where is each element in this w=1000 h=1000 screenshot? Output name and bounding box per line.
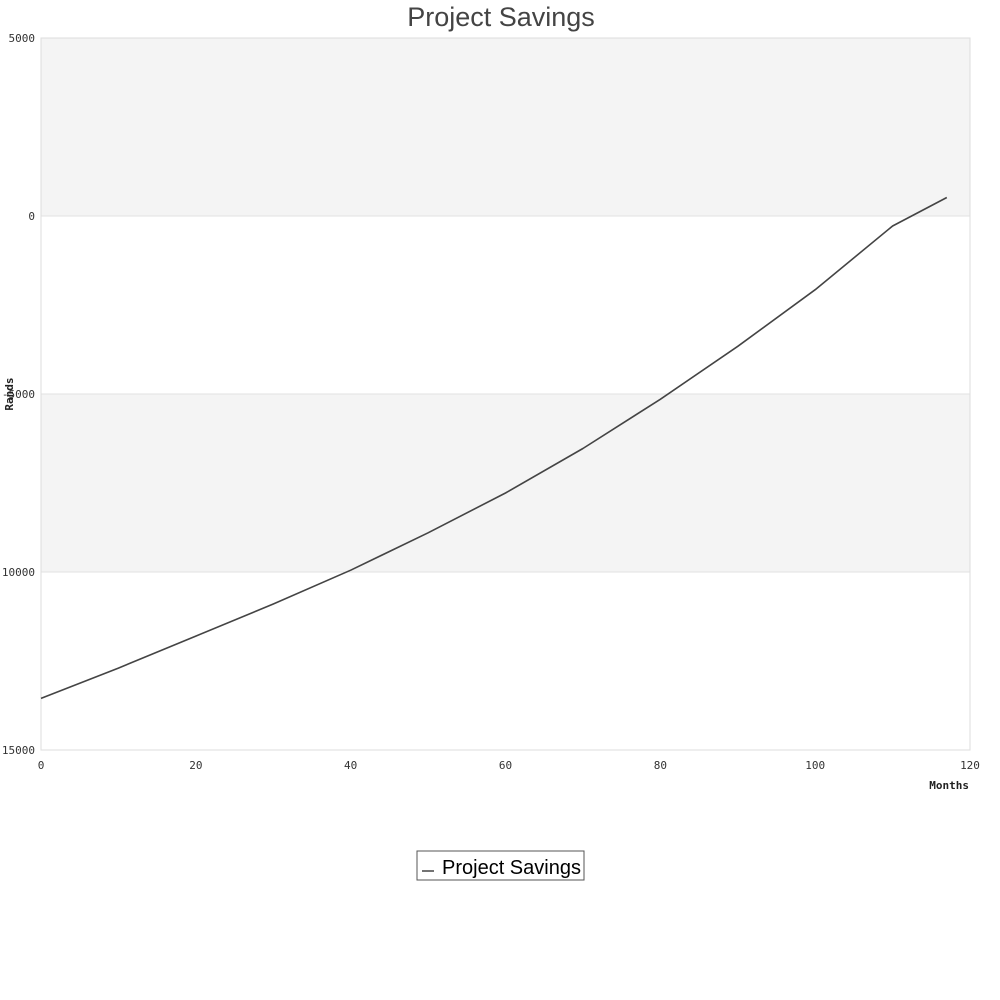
x-tick-label: 80 [654, 759, 667, 772]
legend-entry-project-savings: Project Savings [442, 857, 581, 879]
x-tick-label: 100 [805, 759, 825, 772]
y-tick-label: -10000 [0, 566, 35, 579]
x-tick-label: 0 [38, 759, 45, 772]
y-tick-label: 5000 [9, 32, 36, 45]
legend: Project Savings [416, 850, 585, 881]
x-tick-label: 40 [344, 759, 357, 772]
x-tick-label: 60 [499, 759, 512, 772]
y-axis-label: Rands [3, 377, 16, 410]
background-band [41, 572, 970, 750]
x-axis-label: Months [929, 779, 969, 792]
legend-box [416, 850, 585, 881]
background-band [41, 38, 970, 216]
series-group [40, 196, 948, 700]
plot-border [40, 37, 971, 751]
x-tick-label: 20 [189, 759, 202, 772]
y-tick-label: 0 [28, 210, 35, 223]
y-tick-label: -15000 [0, 744, 35, 757]
x-tick-label: 120 [960, 759, 980, 772]
series-line-project-savings [40, 196, 948, 700]
background-band [41, 394, 970, 572]
background-bands [41, 38, 970, 750]
y-tick-label: -5000 [2, 388, 35, 401]
y-axis-ticks: 5000 0 -5000 -10000 -15000 [0, 32, 35, 757]
x-axis-ticks: 0 20 40 60 80 100 120 [38, 759, 980, 772]
chart-title: Project Savings [407, 2, 595, 32]
background-band [41, 216, 970, 394]
